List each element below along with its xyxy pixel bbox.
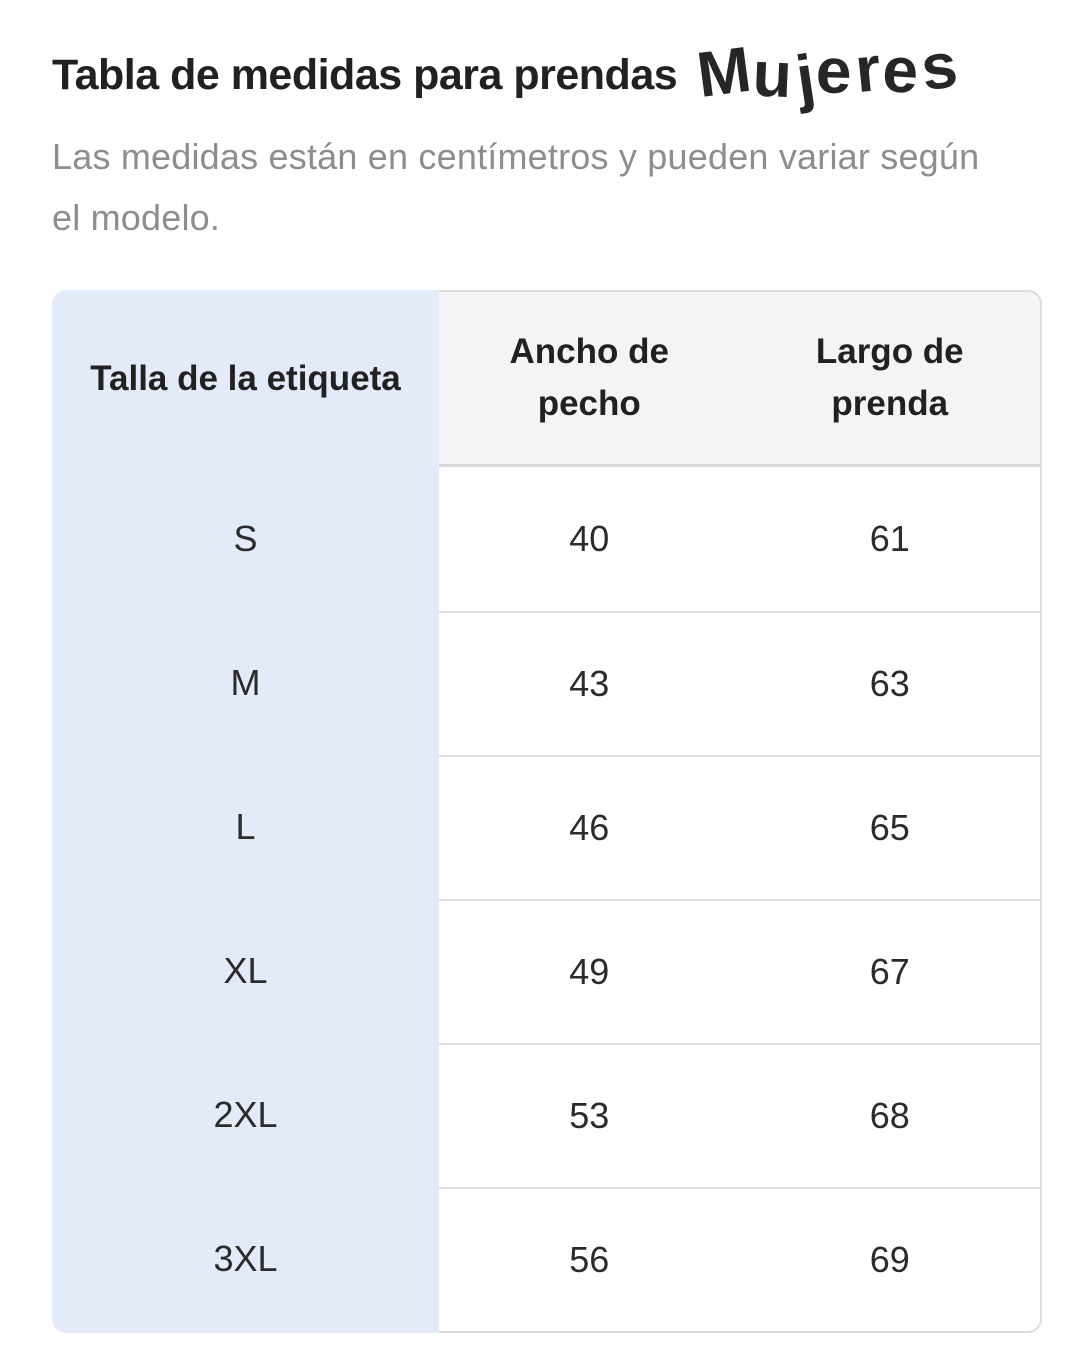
- length-value: 61: [869, 518, 910, 559]
- table-row: 56 69: [439, 1187, 1040, 1331]
- length-value: 63: [869, 663, 910, 704]
- size-label-l: L: [235, 806, 256, 847]
- title-row: Tabla de medidas para prendas Mujeres: [52, 28, 1045, 115]
- column-header-garment-length: Largo de prenda: [815, 332, 964, 423]
- column-header-chest-width: Ancho de pecho: [509, 332, 669, 423]
- chest-value: 56: [569, 1239, 610, 1280]
- length-value: 68: [869, 1095, 910, 1136]
- chest-value: 43: [569, 663, 610, 704]
- measurement-columns: Ancho de pecho Largo de prenda 40 61 43 …: [439, 290, 1042, 1333]
- chest-value: 40: [569, 518, 610, 559]
- brand-logo-mujeres: Mujeres: [692, 27, 965, 115]
- page-subtitle: Las medidas están en centímetros y puede…: [52, 136, 980, 238]
- length-value: 65: [869, 807, 910, 848]
- size-label-2xl: 2XL: [213, 1094, 278, 1135]
- row-header-cell: Talla de la etiqueta: [90, 358, 401, 398]
- chest-value: 46: [569, 807, 610, 848]
- size-label-3xl: 3XL: [213, 1238, 278, 1279]
- size-label-m: M: [230, 662, 261, 703]
- size-label-column: Talla de la etiqueta S M L XL 2XL 3XL: [52, 290, 439, 1333]
- table-row: 49 67: [439, 899, 1040, 1043]
- chest-value: 53: [569, 1095, 610, 1136]
- table-row: 43 63: [439, 611, 1040, 755]
- length-value: 67: [869, 951, 910, 992]
- table-row: 46 65: [439, 755, 1040, 899]
- table-row: 40 61: [439, 467, 1040, 611]
- chest-value: 49: [569, 951, 610, 992]
- column-header-row: Ancho de pecho Largo de prenda: [439, 292, 1040, 467]
- size-label-xl: XL: [223, 950, 268, 991]
- length-value: 69: [869, 1239, 910, 1280]
- size-label-s: S: [233, 518, 258, 559]
- size-chart-table: Talla de la etiqueta S M L XL 2XL 3XL An…: [52, 290, 1042, 1333]
- page-title: Tabla de medidas para prendas: [52, 51, 678, 100]
- table-row: 53 68: [439, 1043, 1040, 1187]
